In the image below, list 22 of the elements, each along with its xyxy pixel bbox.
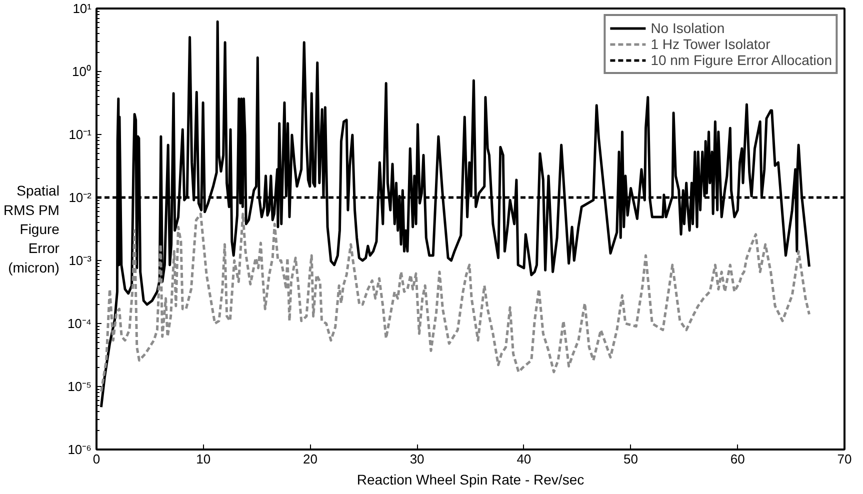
x-tick-label: 40	[516, 452, 532, 466]
legend-label: 1 Hz Tower Isolator	[650, 36, 770, 52]
y-tick-label: 10⁻⁵	[68, 379, 92, 394]
y-tick-label: 10⁻⁶	[68, 442, 92, 457]
x-tick-label: 0	[92, 452, 100, 466]
x-tick-label: 20	[302, 452, 318, 466]
y-tick-label: 10¹	[72, 1, 92, 16]
y-tick-label: 10⁻²	[68, 190, 92, 205]
x-tick-label: 10	[196, 452, 211, 466]
y-tick-label: 10⁰	[72, 64, 92, 79]
x-axis-title: Reaction Wheel Spin Rate - Rev/sec	[356, 472, 584, 488]
legend-label: No Isolation	[650, 20, 725, 36]
legend-label: 10 nm Figure Error Allocation	[650, 52, 832, 68]
y-tick-label: 10⁻³	[68, 253, 92, 268]
y-tick-label: 10⁻¹	[68, 127, 92, 142]
x-tick-label: 70	[837, 452, 852, 466]
x-tick-label: 50	[624, 452, 638, 466]
x-tick-label: 60	[730, 452, 745, 466]
x-tick-label: 30	[410, 452, 424, 466]
y-axis-title: Spatial RMS PM Figure Error (micron)	[3, 182, 60, 276]
y-tick-label: 10⁻⁴	[67, 316, 92, 331]
line-series	[100, 212, 810, 393]
